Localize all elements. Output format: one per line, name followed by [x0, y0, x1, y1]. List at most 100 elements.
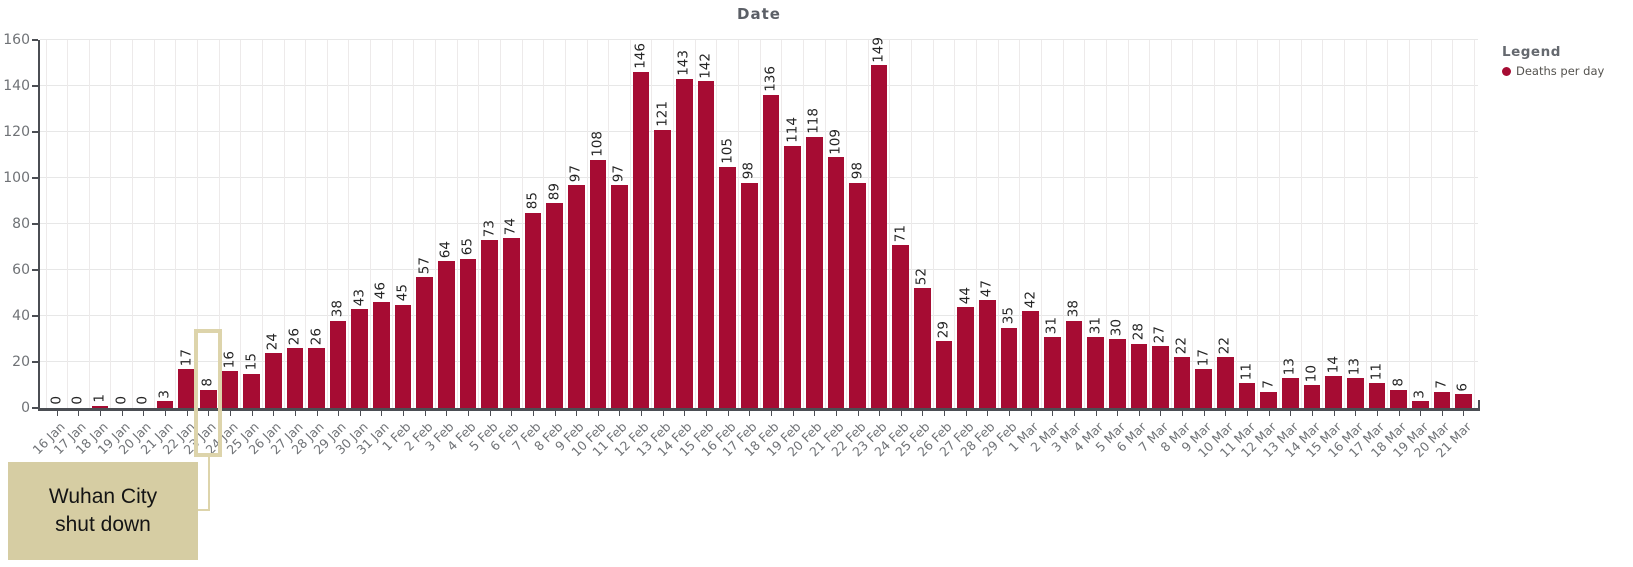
bar[interactable]: [91, 405, 109, 408]
bar[interactable]: [481, 240, 498, 408]
bar[interactable]: [1346, 378, 1364, 408]
bar-value-label: 43: [351, 288, 368, 307]
bar[interactable]: [1238, 382, 1256, 408]
x-axis-tick: [1203, 411, 1205, 416]
bar[interactable]: [1000, 327, 1018, 408]
bar-slot: 0 16 Jan: [29, 40, 68, 457]
x-axis-tick: [554, 411, 556, 416]
bar[interactable]: [1282, 378, 1299, 408]
bar[interactable]: [632, 72, 650, 408]
bar[interactable]: [849, 182, 866, 408]
bar[interactable]: [676, 79, 693, 408]
y-gridline: [40, 85, 1478, 86]
bar[interactable]: [1087, 336, 1104, 408]
bar-value-label: 6: [1454, 382, 1471, 392]
bar[interactable]: [351, 309, 369, 408]
bar[interactable]: [329, 320, 347, 408]
x-gridline: [976, 40, 978, 408]
bar[interactable]: [957, 306, 975, 408]
bar-value-label: 64: [437, 240, 454, 258]
bar[interactable]: [784, 145, 801, 408]
bar[interactable]: [394, 304, 412, 408]
bar-slot: 3 19 Mar: [1389, 40, 1431, 460]
bar-value-label: 45: [394, 284, 411, 302]
bar[interactable]: [741, 182, 758, 408]
bar-slot: 121 13 Feb: [633, 40, 674, 459]
bar[interactable]: [1455, 394, 1472, 408]
bar[interactable]: [1325, 375, 1342, 408]
bar[interactable]: [654, 129, 672, 408]
bar[interactable]: [502, 237, 520, 408]
bar[interactable]: [762, 95, 780, 408]
bar-value-label: 16: [221, 351, 238, 369]
bar-value-label: 42: [1021, 291, 1038, 309]
bar[interactable]: [805, 136, 823, 408]
x-axis-tick: [1073, 411, 1075, 416]
bar-slot: 42 1 Mar: [1006, 40, 1042, 455]
bar[interactable]: [1260, 391, 1278, 408]
x-gridline: [1084, 40, 1086, 408]
x-axis-tick: [403, 411, 405, 416]
bar[interactable]: [459, 258, 477, 408]
bar[interactable]: [611, 184, 628, 408]
x-axis-tick: [792, 411, 794, 416]
bar-slot: 57 2 Feb: [401, 40, 436, 454]
bar[interactable]: [719, 166, 736, 408]
bar-value-label: 98: [848, 162, 865, 180]
bar[interactable]: [438, 260, 455, 408]
bar-series: 0 16 Jan 0 17 Jan 1 18 Jan 0 19 Jan 0 20 Jan 3 21 J…: [29, 37, 1478, 460]
bar[interactable]: [589, 159, 607, 408]
x-axis-tick: [1463, 411, 1465, 416]
bar[interactable]: [1368, 382, 1386, 408]
bar[interactable]: [199, 389, 217, 408]
bar[interactable]: [308, 348, 325, 408]
legend-item[interactable]: Deaths per day: [1502, 64, 1604, 78]
bar[interactable]: [1022, 311, 1039, 408]
bar[interactable]: [1130, 343, 1148, 408]
bar-value-label: 38: [1065, 300, 1082, 318]
bar-slot: 31 4 Mar: [1070, 40, 1107, 455]
bar[interactable]: [892, 244, 910, 408]
bar[interactable]: [1411, 401, 1429, 408]
x-axis-tick: [273, 411, 275, 416]
y-axis-label: 80: [12, 216, 30, 232]
bar[interactable]: [373, 302, 390, 408]
bar[interactable]: [827, 157, 845, 408]
bar[interactable]: [546, 203, 563, 408]
bar[interactable]: [1043, 336, 1061, 408]
bar[interactable]: [1433, 391, 1451, 408]
x-gridline: [694, 40, 696, 408]
bar[interactable]: [697, 81, 715, 408]
bar[interactable]: [286, 348, 304, 408]
bar[interactable]: [1065, 320, 1083, 408]
bar[interactable]: [1173, 357, 1191, 408]
bar[interactable]: [1152, 345, 1169, 408]
bar-value-label: 108: [589, 130, 606, 157]
bar[interactable]: [870, 65, 888, 408]
bar[interactable]: [156, 401, 174, 408]
bar[interactable]: [914, 288, 931, 408]
bar[interactable]: [1303, 385, 1321, 408]
bar-slot: 136 18 Feb: [741, 40, 782, 459]
bar[interactable]: [1390, 389, 1407, 408]
bar-value-label: 10: [1303, 364, 1320, 382]
bar[interactable]: [178, 368, 195, 408]
bar[interactable]: [1195, 368, 1213, 408]
x-gridline: [435, 40, 437, 408]
bar-slot: 46 31 Jan: [354, 40, 393, 457]
bar[interactable]: [1108, 339, 1126, 408]
x-gridline: [608, 40, 610, 408]
bar-slot: 1 18 Jan: [72, 40, 111, 457]
bar[interactable]: [221, 371, 239, 408]
bar[interactable]: [567, 184, 585, 408]
x-gridline: [67, 40, 69, 408]
bar[interactable]: [524, 212, 542, 408]
bar[interactable]: [416, 276, 434, 408]
bar-slot: 17 22 Jan: [159, 40, 198, 457]
bar[interactable]: [243, 373, 260, 408]
x-gridline: [348, 40, 350, 408]
bar[interactable]: [935, 341, 953, 408]
bar[interactable]: [264, 352, 282, 408]
bar[interactable]: [1217, 357, 1234, 408]
bar[interactable]: [979, 299, 996, 408]
